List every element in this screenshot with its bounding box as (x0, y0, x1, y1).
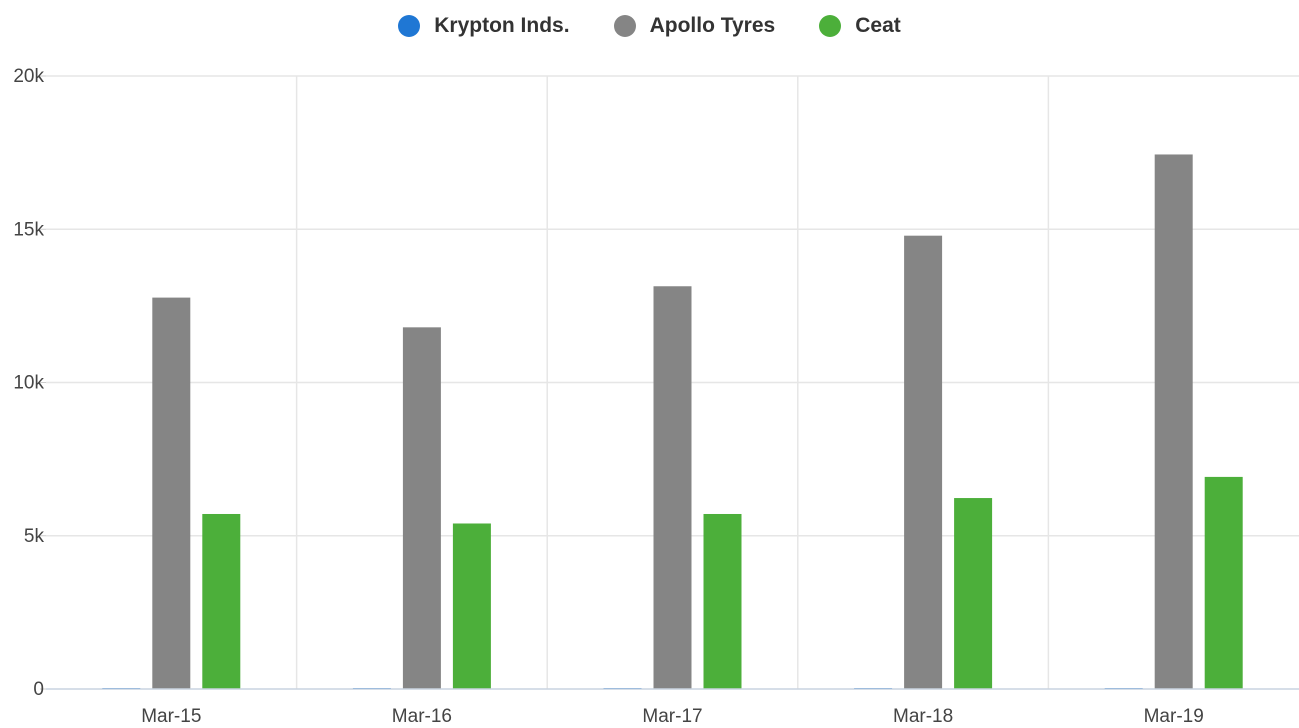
legend-swatch-ceat (819, 15, 842, 37)
legend-swatch-krypton (398, 15, 421, 37)
x-tick-label: Mar-18 (893, 706, 953, 727)
legend-item-krypton[interactable]: Krypton Inds. (398, 14, 570, 38)
bar-ceat-mar-17[interactable] (703, 513, 742, 689)
y-tick-label: 5k (24, 526, 45, 547)
legend-label-ceat: Ceat (855, 14, 901, 37)
bar-apollo-tyres-mar-19[interactable] (1154, 154, 1193, 690)
y-tick-label: 20k (13, 66, 44, 87)
chart-legend: Krypton Inds. Apollo Tyres Ceat (0, 10, 1299, 42)
x-tick-label: Mar-16 (392, 706, 452, 727)
legend-item-ceat[interactable]: Ceat (819, 14, 901, 38)
grid-lines (46, 75, 1299, 689)
legend-label-apollo: Apollo Tyres (649, 14, 776, 37)
legend-label-krypton: Krypton Inds. (434, 14, 570, 37)
y-tick-label: 0 (33, 679, 44, 700)
legend-item-apollo[interactable]: Apollo Tyres (613, 14, 776, 38)
bars (102, 154, 1243, 690)
x-tick-label: Mar-17 (642, 706, 702, 727)
bar-ceat-mar-19[interactable] (1204, 476, 1243, 689)
y-tick-label: 15k (13, 219, 44, 240)
bar-apollo-tyres-mar-18[interactable] (904, 235, 943, 689)
y-tick-label: 10k (13, 373, 44, 394)
x-tick-label: Mar-19 (1144, 706, 1204, 727)
bar-ceat-mar-15[interactable] (202, 513, 241, 689)
bar-ceat-mar-16[interactable] (452, 523, 491, 689)
bar-apollo-tyres-mar-17[interactable] (653, 286, 692, 689)
bar-ceat-mar-18[interactable] (954, 498, 993, 689)
bar-apollo-tyres-mar-15[interactable] (152, 297, 191, 689)
x-axis: Mar-15 Mar-16 Mar-17 Mar-18 Mar-19 (46, 688, 1299, 727)
x-tick-label: Mar-15 (141, 706, 201, 727)
legend-swatch-apollo (613, 15, 636, 37)
y-axis: 0 5k 10k 15k 20k (13, 66, 46, 700)
bar-apollo-tyres-mar-16[interactable] (402, 327, 441, 689)
